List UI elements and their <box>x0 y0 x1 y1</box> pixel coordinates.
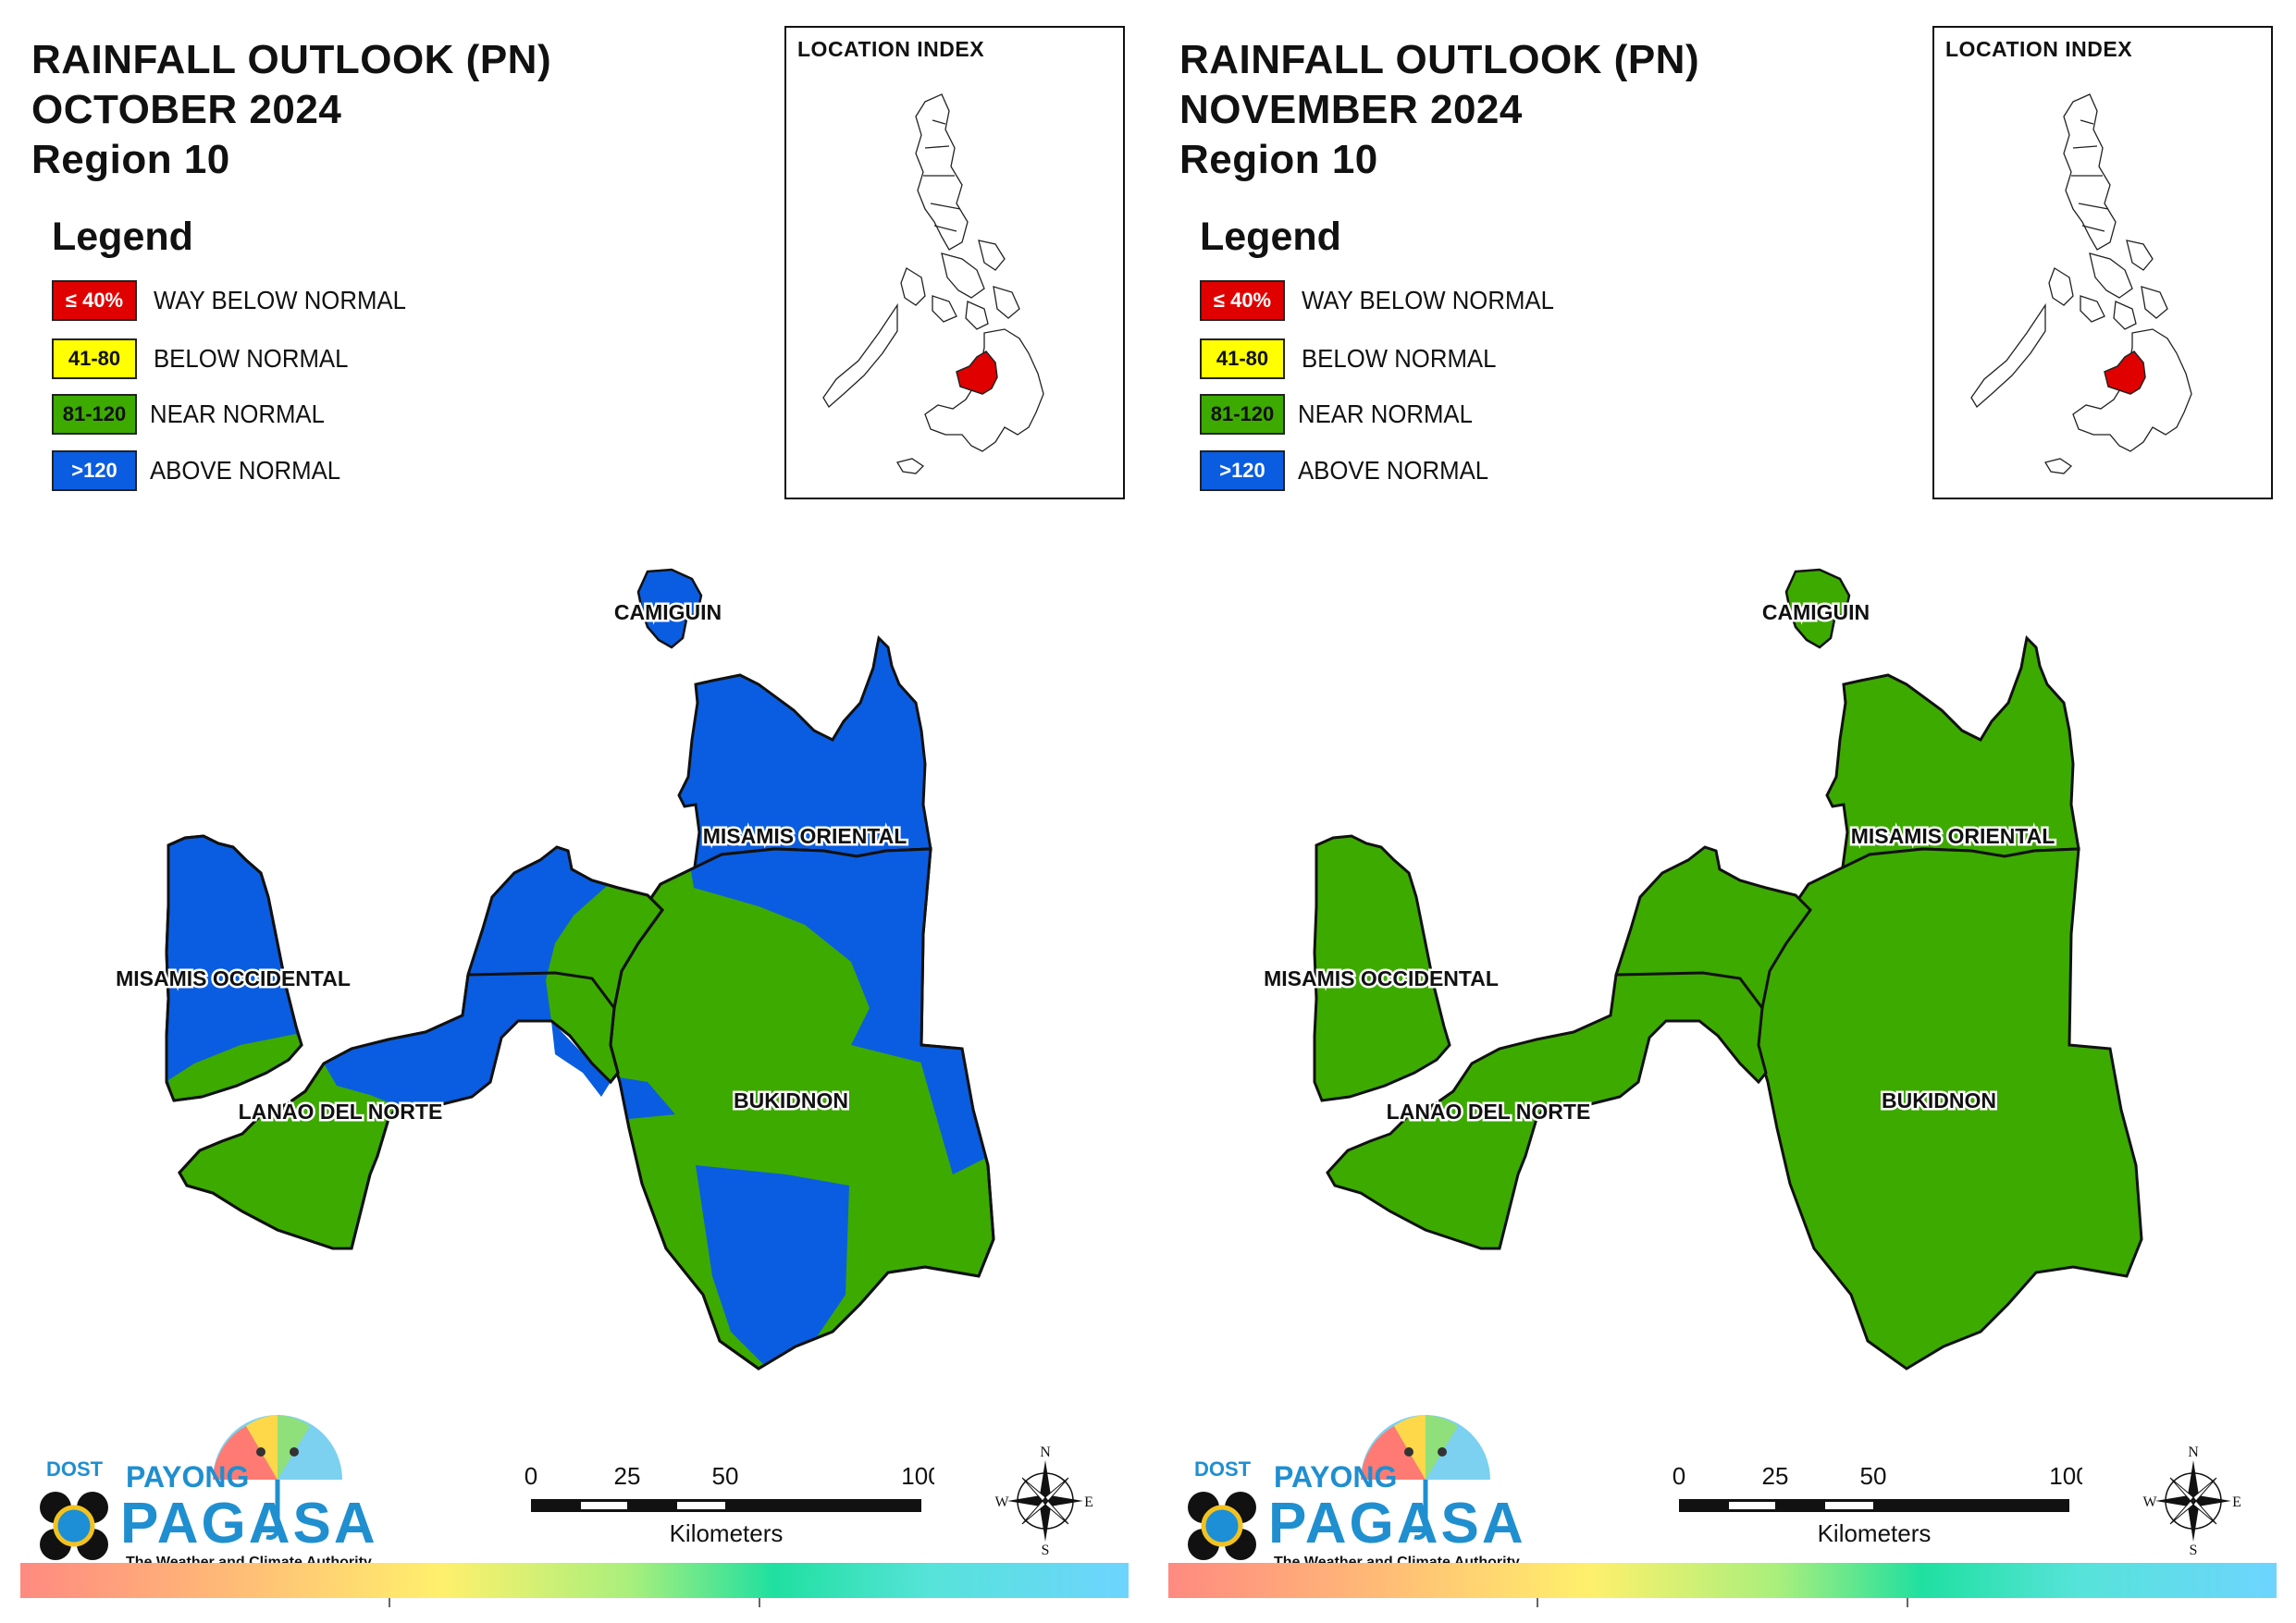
scale-tick-label: 25 <box>1762 1462 1789 1490</box>
label-lanao-del-norte: LANAO DEL NORTE <box>239 1100 443 1124</box>
title-line-1: RAINFALL OUTLOOK (PN) <box>31 37 552 82</box>
legend-label: WAY BELOW NORMAL <box>1302 286 1554 314</box>
legend-swatch: 81-120 <box>1200 394 1285 435</box>
scale-unit: Kilometers <box>1818 1519 1932 1547</box>
province-lanao-del-norte <box>1326 845 1812 1250</box>
label-lanao-del-norte: LANAO DEL NORTE <box>1387 1100 1591 1124</box>
map-title: RAINFALL OUTLOOK (PN) NOVEMBER 2024 Regi… <box>1179 35 1699 185</box>
scale-bar: 0 25 50 100 Kilometers <box>1673 1462 2082 1547</box>
scale-tick-label: 0 <box>1673 1462 1685 1490</box>
legend-label: BELOW NORMAL <box>154 344 349 373</box>
footer-tick <box>389 1598 390 1607</box>
footer-tick <box>1907 1598 1908 1607</box>
scale-tick-label: 25 <box>614 1462 641 1490</box>
legend-swatch: ≤ 40% <box>52 280 137 321</box>
compass-w: W <box>994 1494 1009 1510</box>
map-title: RAINFALL OUTLOOK (PN) OCTOBER 2024 Regio… <box>31 35 551 185</box>
label-misamis-occidental: MISAMIS OCCIDENTAL <box>116 966 351 990</box>
outlook-panel-october: RAINFALL OUTLOOK (PN) OCTOBER 2024 Regio… <box>20 26 1129 1607</box>
scale-tick-label: 50 <box>712 1462 739 1490</box>
logo-dost-text: DOST <box>46 1457 104 1481</box>
scale-tick-label: 50 <box>1860 1462 1887 1490</box>
pagasa-logo: DOST PAYONG PAGASA The Weather and Clima… <box>1188 1415 1526 1570</box>
label-camiguin: CAMIGUIN <box>614 600 722 624</box>
legend-swatch: 41-80 <box>52 338 137 379</box>
province-misamis-occidental <box>1313 834 1451 1102</box>
compass-n: N <box>1040 1445 1051 1460</box>
province-bukidnon <box>1755 847 2143 1371</box>
legend-swatch: 81-120 <box>52 394 137 435</box>
title-line-2: NOVEMBER 2024 <box>1179 87 1523 132</box>
label-misamis-oriental: MISAMIS ORIENTAL <box>1851 824 2055 848</box>
label-bukidnon: BUKIDNON <box>1882 1088 1996 1113</box>
pagasa-logo: DOST PAYONG PAGASA The Weather and Clima… <box>40 1415 378 1570</box>
legend-label: BELOW NORMAL <box>1302 344 1497 373</box>
scale-tick-label: 0 <box>525 1462 537 1490</box>
label-camiguin: CAMIGUIN <box>1762 600 1870 624</box>
region-10-map: CAMIGUIN MISAMIS ORIENTAL MISAMIS OCCIDE… <box>1262 568 2143 1371</box>
inset-title: LOCATION INDEX <box>797 37 985 61</box>
footer-tick <box>759 1598 760 1607</box>
philippines-outline-map <box>1970 93 2192 474</box>
legend-label: ABOVE NORMAL <box>1298 456 1489 485</box>
title-line-3: Region 10 <box>31 137 230 182</box>
compass-rose-icon: N S W E <box>2142 1445 2241 1558</box>
scale-unit: Kilometers <box>670 1519 784 1547</box>
scale-tick-label: 100 <box>901 1462 934 1490</box>
legend-swatch: >120 <box>52 450 137 491</box>
location-index-inset: LOCATION INDEX <box>1932 26 2273 499</box>
label-misamis-occidental: MISAMIS OCCIDENTAL <box>1264 966 1499 990</box>
scale-tick-label: 100 <box>2049 1462 2082 1490</box>
legend-swatch: >120 <box>1200 450 1285 491</box>
compass-s: S <box>2190 1543 2198 1558</box>
region-10-map: CAMIGUIN MISAMIS ORIENTAL MISAMIS OCCIDE… <box>116 568 995 1371</box>
legend-title: Legend <box>1200 215 1341 259</box>
legend-swatch: ≤ 40% <box>1200 280 1285 321</box>
region-10-highlight <box>2104 350 2146 395</box>
province-camiguin <box>636 568 703 649</box>
outlook-panel-november: RAINFALL OUTLOOK (PN) NOVEMBER 2024 Regi… <box>1148 0 2296 1623</box>
footer-tick <box>1537 1598 1538 1607</box>
legend-swatch: 41-80 <box>1200 338 1285 379</box>
compass-rose-icon: N S W E <box>994 1445 1093 1558</box>
logo-payong-text: PAYONG <box>1274 1460 1397 1494</box>
legend-title: Legend <box>52 215 193 259</box>
logo-pagasa-text: PAGASA <box>1268 1492 1526 1555</box>
inset-title: LOCATION INDEX <box>1945 37 2133 61</box>
philippines-outline-map <box>822 93 1044 474</box>
compass-e: E <box>1084 1494 1093 1510</box>
dost-seal-icon <box>1188 1492 1256 1560</box>
compass-s: S <box>1042 1543 1050 1558</box>
compass-e: E <box>2232 1494 2241 1510</box>
scale-bar: 0 25 50 100 Kilometers <box>525 1462 934 1547</box>
legend-label: WAY BELOW NORMAL <box>154 286 406 314</box>
footer-gradient-bar <box>20 1563 1129 1598</box>
region-10-highlight <box>956 350 998 395</box>
footer-gradient-bar <box>1168 1563 2277 1598</box>
dost-seal-icon <box>40 1492 108 1560</box>
title-line-2: OCTOBER 2024 <box>31 87 342 132</box>
label-bukidnon: BUKIDNON <box>734 1088 848 1113</box>
title-line-3: Region 10 <box>1179 137 1378 182</box>
logo-payong-text: PAYONG <box>126 1460 249 1494</box>
legend-label: ABOVE NORMAL <box>150 456 341 485</box>
location-index-inset: LOCATION INDEX <box>784 26 1125 499</box>
logo-dost-text: DOST <box>1194 1457 1252 1481</box>
legend-label: NEAR NORMAL <box>1298 400 1473 428</box>
province-camiguin <box>1784 568 1851 649</box>
legend-label: NEAR NORMAL <box>150 400 325 428</box>
title-line-1: RAINFALL OUTLOOK (PN) <box>1179 37 1700 82</box>
label-misamis-oriental: MISAMIS ORIENTAL <box>703 824 907 848</box>
compass-n: N <box>2188 1445 2199 1460</box>
logo-pagasa-text: PAGASA <box>120 1492 378 1555</box>
compass-w: W <box>2142 1494 2157 1510</box>
